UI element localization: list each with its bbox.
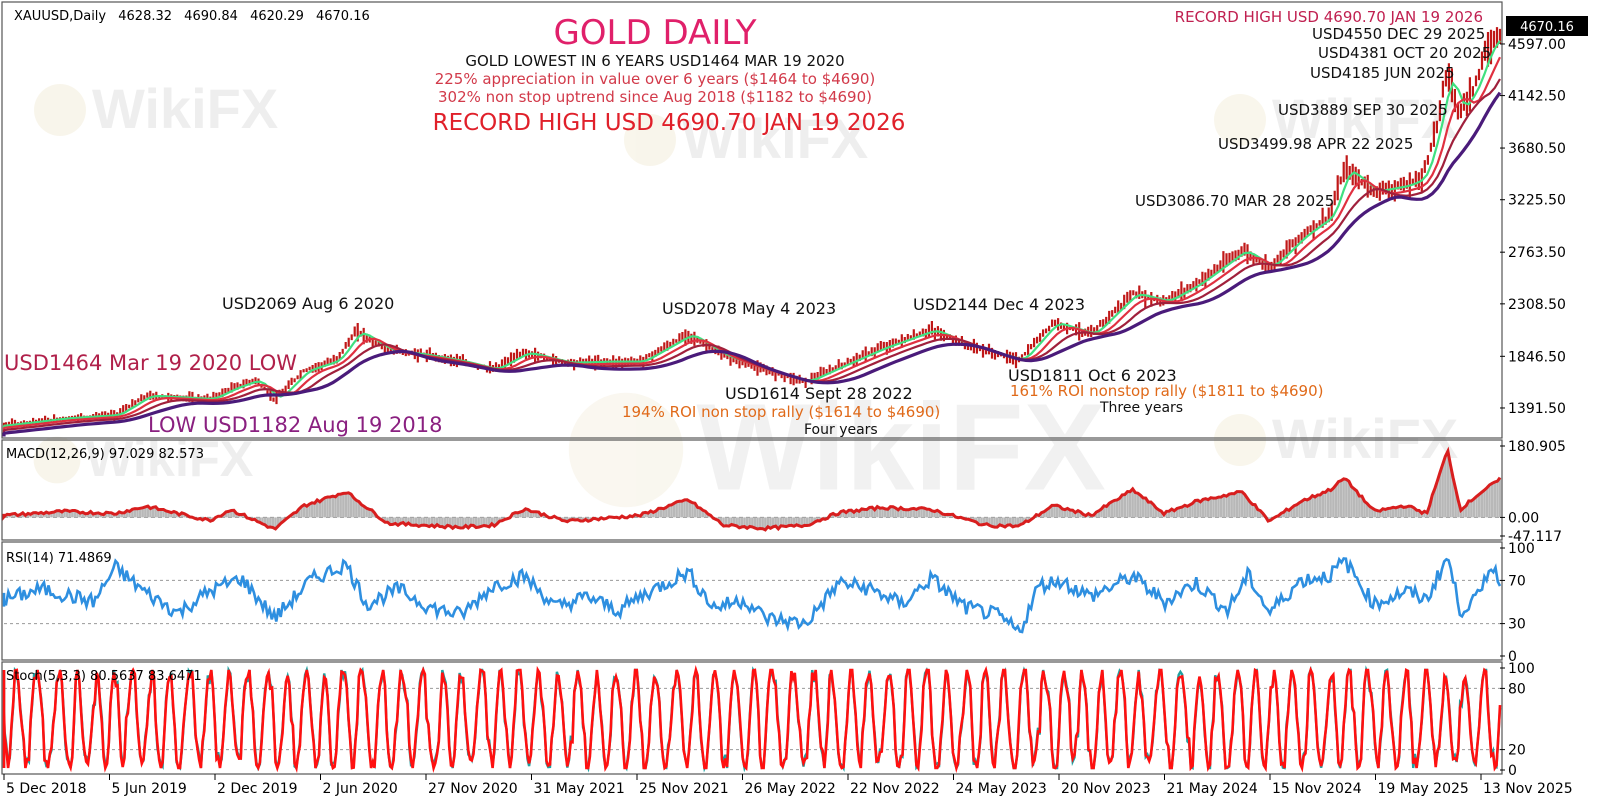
x-tick-label: 5 Dec 2018 [6, 781, 87, 797]
annotation-low-2020: USD1464 Mar 19 2020 LOW [4, 351, 297, 375]
rsi-label: RSI(14) 71.4869 [6, 551, 112, 566]
record-high-note: RECORD HIGH USD 4690.70 JAN 19 2026 [1175, 8, 1483, 26]
current-price-label: 4670.16 [1520, 20, 1574, 35]
x-tick-label: 13 Nov 2025 [1483, 781, 1573, 797]
macd-series-layer [2, 446, 1502, 532]
x-axis-layer: 5 Dec 2018 5 Jun 2019 2 Dec 2019 2 Jun 2020… [3, 774, 1573, 797]
annotation-roi-161: 161% ROI nonstop rally ($1811 to $4690) [1010, 382, 1324, 400]
moving-average-line-4 [2, 91, 1502, 437]
x-tick-label: 27 Nov 2020 [428, 781, 518, 797]
watermark-text: WikiFX [696, 379, 1106, 517]
annotation-four-years: Four years [804, 422, 878, 438]
price-y-tick-label: 1391.50 [1508, 401, 1566, 417]
macd-panel-frame [1, 439, 1503, 541]
watermark-logo: WikiFX [568, 379, 1106, 517]
stoch-y-tick-label: 100 [1508, 661, 1535, 677]
watermark-logo: WikiFX [1214, 87, 1458, 150]
rsi-line [2, 556, 1502, 634]
x-tick-label: 5 Jun 2019 [112, 781, 187, 797]
x-tick-label: 2 Jun 2020 [323, 781, 398, 797]
price-series-layer [2, 27, 1502, 437]
watermark-text: WikiFX [92, 77, 278, 140]
annotation-dec-2025: USD4550 DEC 29 2025 [1312, 25, 1485, 43]
rsi-panel-frame [1, 541, 1503, 661]
x-tick-label: 25 Nov 2021 [639, 781, 729, 797]
header-line-appreciation: 225% appreciation in value over 6 years … [435, 70, 876, 88]
stoch-y-tick-label: 0 [1508, 763, 1517, 779]
price-panel-frame [1, 1, 1503, 439]
macd-signal-line [2, 446, 1502, 532]
stoch-k-line [2, 665, 1502, 774]
x-tick-label: 21 May 2024 [1167, 781, 1258, 797]
annotation-three-years: Three years [1099, 400, 1183, 416]
annotation-apr-2025: USD3499.98 APR 22 2025 [1218, 135, 1413, 153]
x-tick-label: 24 May 2023 [956, 781, 1047, 797]
annotation-high-2020: USD2069 Aug 6 2020 [222, 294, 394, 313]
header-symbol-ohlc: XAUUSD,Daily 4628.32 4690.84 4620.29 467… [14, 9, 370, 24]
moving-average-line-3 [2, 78, 1501, 435]
macd-y-tick-label: 0.00 [1508, 510, 1539, 526]
annotation-low-2023: USD1811 Oct 6 2023 [1008, 366, 1177, 385]
price-y-tick-label: 3680.50 [1508, 141, 1566, 157]
stoch-series-layer [2, 665, 1502, 774]
macd-y-tick-label: -47.117 [1508, 529, 1562, 545]
stoch-y-tick-label: 20 [1508, 743, 1526, 759]
price-y-tick-label: 3225.50 [1508, 193, 1566, 209]
annotation-oct-2025: USD4381 OCT 20 2025 [1318, 44, 1491, 62]
high-value: 4690.84 [184, 9, 238, 24]
watermark-text: WikiFX [1272, 87, 1458, 150]
stoch-y-tick-label: 80 [1508, 681, 1526, 697]
x-tick-label: 22 Nov 2022 [850, 781, 940, 797]
rsi-series-layer [2, 556, 1502, 634]
stoch-label: Stoch(5,3,3) 80.5637 83.6471 [6, 669, 202, 684]
x-tick-label: 15 Nov 2024 [1272, 781, 1362, 797]
annotation-jun-2025: USD4185 JUN 2025 [1310, 64, 1455, 82]
watermark-text: WikiFX [682, 107, 868, 170]
annotation-low-2022: USD1614 Sept 28 2022 [725, 384, 913, 403]
symbol-label: XAUUSD,Daily [14, 9, 106, 24]
y-axis-layer: 4597.00 4142.50 3680.50 3225.50 2763.50 2308.… [1500, 37, 1566, 779]
stoch-panel-frame [1, 661, 1503, 775]
x-tick-label: 26 May 2022 [745, 781, 836, 797]
header-line-lowest: GOLD LOWEST IN 6 YEARS USD1464 MAR 19 20… [465, 52, 844, 70]
annotation-dec-2023: USD2144 Dec 4 2023 [913, 295, 1085, 314]
annotation-mar-2025: USD3086.70 MAR 28 2025 [1135, 192, 1334, 210]
macd-label: MACD(12,26,9) 97.029 82.573 [6, 447, 204, 462]
annotation-layer: USD1464 Mar 19 2020 LOW LOW USD1182 Aug … [4, 25, 1491, 438]
close-value: 4670.16 [316, 9, 370, 24]
watermark-logo: WikiFX [34, 77, 278, 140]
rsi-y-tick-label: 30 [1508, 617, 1526, 633]
price-y-tick-label: 2763.50 [1508, 245, 1566, 261]
macd-y-tick-label: 180.905 [1508, 439, 1566, 455]
header-line-record: RECORD HIGH USD 4690.70 JAN 19 2026 [433, 110, 906, 136]
price-y-tick-label: 1846.50 [1508, 349, 1566, 365]
x-tick-label: 31 May 2021 [534, 781, 625, 797]
header-line-uptrend: 302% non stop uptrend since Aug 2018 ($1… [438, 88, 872, 106]
watermark-logo: WikiFX [624, 107, 868, 170]
low-value: 4620.29 [250, 9, 304, 24]
rsi-y-tick-label: 100 [1508, 541, 1535, 557]
annotation-low-2018: LOW USD1182 Aug 19 2018 [148, 413, 442, 437]
open-value: 4628.32 [118, 9, 172, 24]
rsi-y-tick-label: 70 [1508, 573, 1526, 589]
price-y-tick-label: 4597.00 [1508, 37, 1566, 53]
price-y-tick-label: 2308.50 [1508, 297, 1566, 313]
x-tick-label: 19 May 2025 [1378, 781, 1469, 797]
x-tick-label: 2 Dec 2019 [217, 781, 298, 797]
current-price-marker: 4670.16 [1506, 16, 1588, 36]
rsi-y-tick-label: 0 [1508, 649, 1517, 665]
annotation-may-2023: USD2078 May 4 2023 [662, 299, 836, 318]
annotation-roi-194: 194% ROI non stop rally ($1614 to $4690) [622, 403, 940, 421]
price-y-tick-label: 4142.50 [1508, 89, 1566, 105]
chart-title: GOLD DAILY [553, 13, 756, 53]
annotation-sep-2025: USD3889 SEP 30 2025 [1278, 101, 1448, 119]
x-tick-label: 20 Nov 2023 [1061, 781, 1151, 797]
